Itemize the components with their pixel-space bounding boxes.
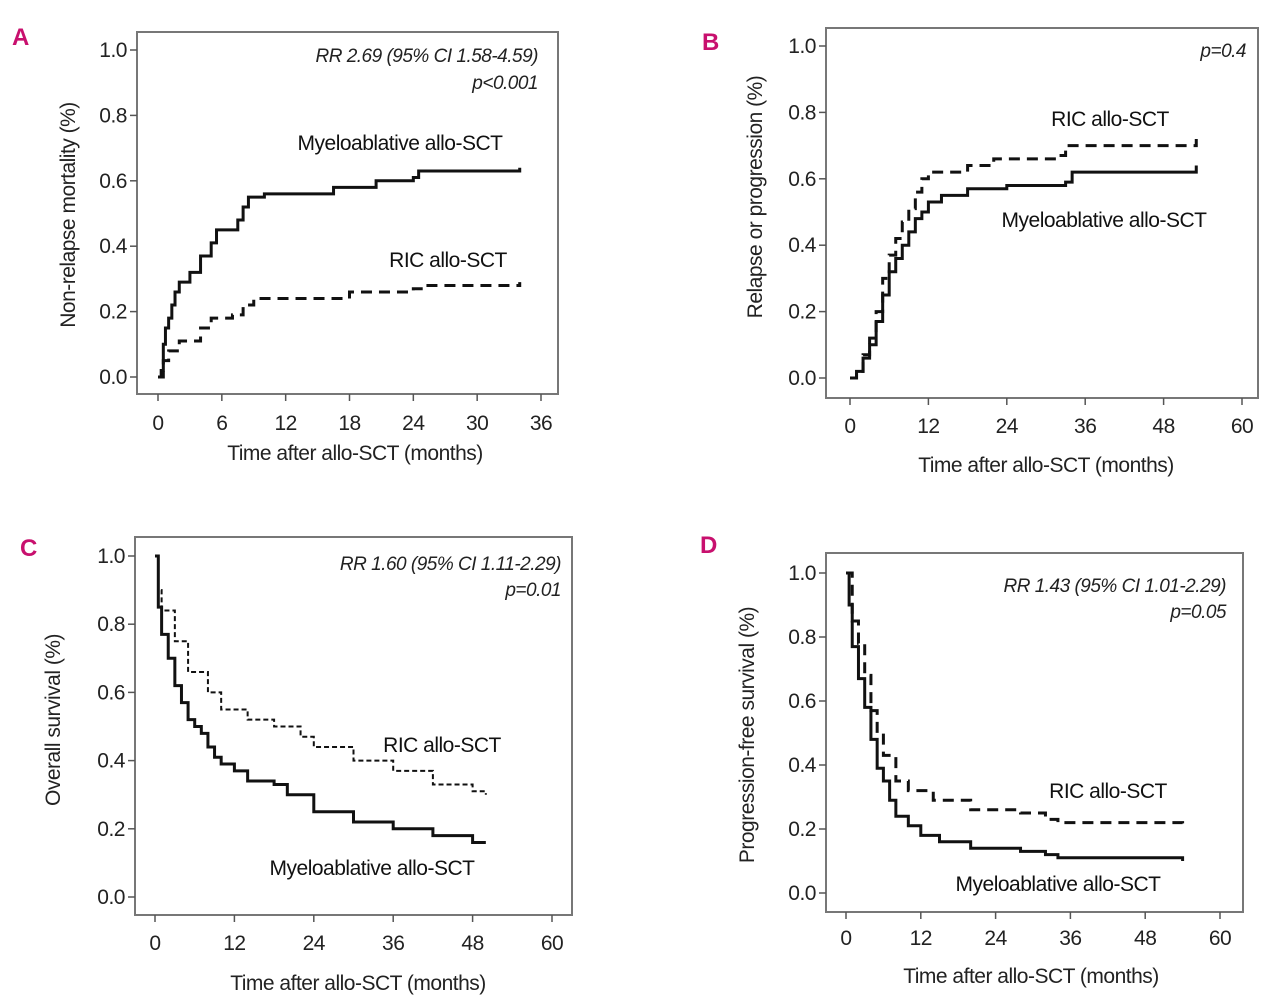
x-tick-label: 48 [1134,927,1156,950]
x-tick-label: 0 [844,415,855,438]
series-label: Myeloablative allo-SCT [956,873,1162,896]
stats-annotation: p=0.05 [1169,602,1227,623]
x-tick-label: 24 [984,927,1007,950]
y-tick-label: 0.2 [99,301,127,324]
stats-annotation: RR 1.60 (95% CI 1.11-2.29) [340,554,561,575]
series-label: RIC allo-SCT [383,734,501,757]
x-tick-label: 24 [402,412,425,435]
series-line-myeloablative [155,554,486,844]
x-tick-label: 36 [1059,927,1081,950]
x-tick-label: 60 [1209,927,1231,950]
y-tick-label: 1.0 [97,545,125,568]
panel-d: D 0.0 0.2 0.4 0.6 0.8 1.0 0 12 24 36 48 60 Time after… [700,532,1244,988]
y-tick-label: 0.4 [97,750,126,773]
panel-letter: C [20,535,37,562]
y-tick-label: 0.8 [97,613,125,636]
x-tick-label: 12 [917,415,939,438]
series-line-myeloablative [846,571,1185,861]
series-line-myeloablative [850,165,1198,380]
y-axis-label: Relapse or progression (%) [744,76,767,319]
x-tick-label: 18 [338,412,360,435]
y-tick-label: 0.0 [99,366,127,389]
y-tick-label: 0.6 [97,681,125,704]
series-line-ric [158,282,522,379]
panel-letter: D [700,532,717,559]
y-tick-label: 0.4 [788,754,817,777]
y-tick-label: 0.8 [788,101,816,124]
y-axis-label: Progression-free survival (%) [736,607,759,863]
series-label: RIC allo-SCT [389,249,507,272]
x-tick-label: 36 [1074,415,1096,438]
y-tick-label: 0.4 [99,235,128,258]
y-tick-label: 0.6 [788,690,816,713]
y-tick-label: 0.2 [788,301,816,324]
x-tick-label: 30 [466,412,488,435]
y-tick-label: 0.0 [788,367,816,390]
y-tick-label: 0.8 [788,626,816,649]
x-axis-label: Time after allo-SCT (months) [918,454,1174,477]
x-tick-label: 36 [530,412,552,435]
series-label: Myeloablative allo-SCT [270,857,476,880]
x-tick-label: 6 [216,412,227,435]
series-label: Myeloablative allo-SCT [1002,209,1208,232]
y-tick-label: 0.2 [788,818,816,841]
y-tick-label: 0.8 [99,104,127,127]
x-tick-label: 24 [996,415,1019,438]
y-axis-label: Overall survival (%) [42,634,65,806]
plot-frame [134,536,573,916]
y-tick-label: 1.0 [788,35,816,58]
plot-frame [825,27,1259,399]
panel-b: B 0.0 0.2 0.4 0.6 0.8 1.0 0 12 24 36 48 60 Time after… [702,27,1259,477]
x-axis-label: Time after allo-SCT (months) [903,965,1159,988]
stats-annotation: RR 1.43 (95% CI 1.01-2.29) [1003,576,1226,597]
y-tick-label: 0.6 [99,170,127,193]
y-tick-label: 0.4 [788,234,817,257]
y-tick-label: 1.0 [99,39,127,62]
y-tick-label: 0.0 [97,886,125,909]
panel-letter: B [702,29,719,56]
x-tick-label: 60 [1231,415,1253,438]
series-line-ric [846,571,1185,826]
panel-letter: A [12,24,29,51]
stats-annotation: p<0.001 [471,73,538,94]
series-label: Myeloablative allo-SCT [298,132,504,155]
series-label: RIC allo-SCT [1049,780,1167,803]
x-tick-label: 24 [303,932,326,955]
plot-frame [136,31,559,395]
plot-frame [825,552,1244,913]
x-tick-label: 12 [910,927,932,950]
series-line-ric [155,555,487,795]
x-tick-label: 0 [152,412,163,435]
x-axis-label: Time after allo-SCT (months) [230,972,486,995]
y-tick-label: 0.2 [97,818,125,841]
panel-c: C 0.0 0.2 0.4 0.6 0.8 1.0 0 12 24 36 48 60 Time after… [20,535,573,995]
x-tick-label: 0 [149,932,160,955]
series-label: RIC allo-SCT [1051,108,1169,131]
x-axis-label: Time after allo-SCT (months) [227,442,483,465]
stats-annotation: RR 2.69 (95% CI 1.58-4.59) [315,46,538,67]
x-tick-label: 0 [840,927,851,950]
x-tick-label: 60 [541,932,563,955]
x-tick-label: 12 [274,412,296,435]
x-tick-label: 36 [382,932,404,955]
x-tick-label: 12 [223,932,245,955]
stats-annotation: p=0.01 [504,580,561,601]
y-axis-label: Non-relapse mortality (%) [57,102,80,328]
series-line-ric [850,138,1198,380]
y-tick-label: 0.6 [788,168,816,191]
y-tick-label: 0.0 [788,882,816,905]
series-line-myeloablative [158,167,522,379]
panel-a: A 0.0 0.2 0.4 0.6 0.8 1.0 0 6 12 18 24 30 36 Time afte… [12,24,559,465]
y-tick-label: 1.0 [788,562,816,585]
x-tick-label: 48 [1152,415,1174,438]
stats-annotation: p=0.4 [1199,41,1246,62]
x-tick-label: 48 [461,932,483,955]
